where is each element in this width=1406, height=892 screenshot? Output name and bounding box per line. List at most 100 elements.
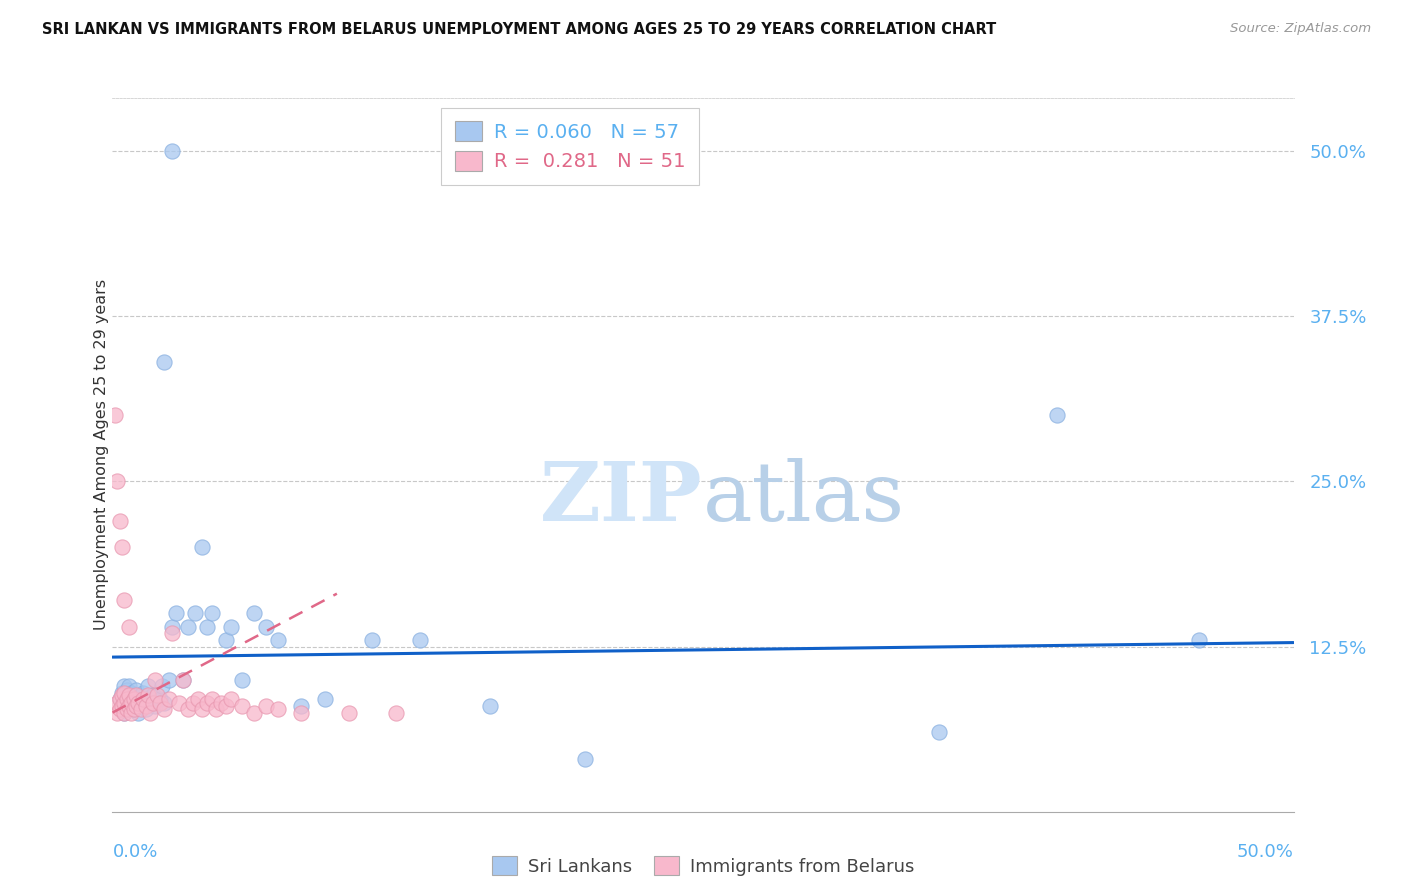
Point [195,697,218,711]
Point [112,692,135,706]
Point [201,607,224,621]
Point [120,697,142,711]
Point [165,607,187,621]
Point [139,706,162,720]
Point [108,692,131,706]
Point [149,692,172,706]
Point [112,679,135,693]
Point [1188,632,1211,647]
Point [479,698,502,713]
Point [928,725,950,739]
Point [132,686,155,700]
Point [135,692,157,706]
Point [290,698,312,713]
Point [125,698,148,713]
Point [177,620,200,634]
Point [118,620,141,634]
Point [111,689,134,703]
Point [127,695,149,709]
Point [408,632,430,647]
Point [205,701,228,715]
Text: 50.0%: 50.0% [1237,843,1294,861]
Point [153,697,176,711]
Point [115,692,138,706]
Text: 0.0%: 0.0% [112,843,157,861]
Point [125,698,148,713]
Point [254,620,277,634]
Point [108,701,131,715]
Point [111,698,134,713]
Point [118,689,141,703]
Point [132,692,155,706]
Point [112,706,135,720]
Point [135,701,157,715]
Point [337,706,360,720]
Point [125,683,148,698]
Point [115,701,138,715]
Point [181,697,204,711]
Point [150,679,173,693]
Point [361,632,384,647]
Point [108,692,131,706]
Point [153,701,176,715]
Point [129,698,152,713]
Point [267,701,290,715]
Point [139,697,162,711]
Point [118,698,141,713]
Point [157,692,180,706]
Point [149,697,172,711]
Point [191,541,214,555]
Point [127,706,149,720]
Point [146,689,169,703]
Point [186,692,208,706]
Point [115,701,138,715]
Point [172,673,194,687]
Point [108,514,131,528]
Point [160,620,183,634]
Point [118,698,141,713]
Point [104,409,127,423]
Point [385,706,408,720]
Point [314,692,336,706]
Point [105,475,128,489]
Point [122,692,145,706]
Point [201,692,224,706]
Y-axis label: Unemployment Among Ages 25 to 29 years: Unemployment Among Ages 25 to 29 years [94,279,108,631]
Point [167,697,190,711]
Text: SRI LANKAN VS IMMIGRANTS FROM BELARUS UNEMPLOYMENT AMONG AGES 25 TO 29 YEARS COR: SRI LANKAN VS IMMIGRANTS FROM BELARUS UN… [42,22,997,37]
Point [136,679,159,693]
Point [1046,409,1069,423]
Point [125,689,148,703]
Text: atlas: atlas [703,458,905,538]
Point [195,620,218,634]
Point [122,701,145,715]
Point [243,706,266,720]
Point [215,632,238,647]
Point [215,698,238,713]
Point [136,689,159,703]
Point [219,692,242,706]
Point [132,697,155,711]
Point [160,144,183,158]
Point [112,706,135,720]
Point [111,541,134,555]
Point [160,626,183,640]
Point [105,697,128,711]
Point [209,697,232,711]
Point [157,673,180,687]
Point [177,701,200,715]
Point [135,698,157,713]
Point [231,698,253,713]
Point [184,607,207,621]
Point [118,679,141,693]
Point [112,697,135,711]
Point [115,683,138,698]
Point [120,706,142,720]
Point [191,701,214,715]
Point [129,689,152,703]
Point [129,701,152,715]
Point [125,692,148,706]
Point [120,697,142,711]
Point [574,752,596,766]
Point [290,706,312,720]
